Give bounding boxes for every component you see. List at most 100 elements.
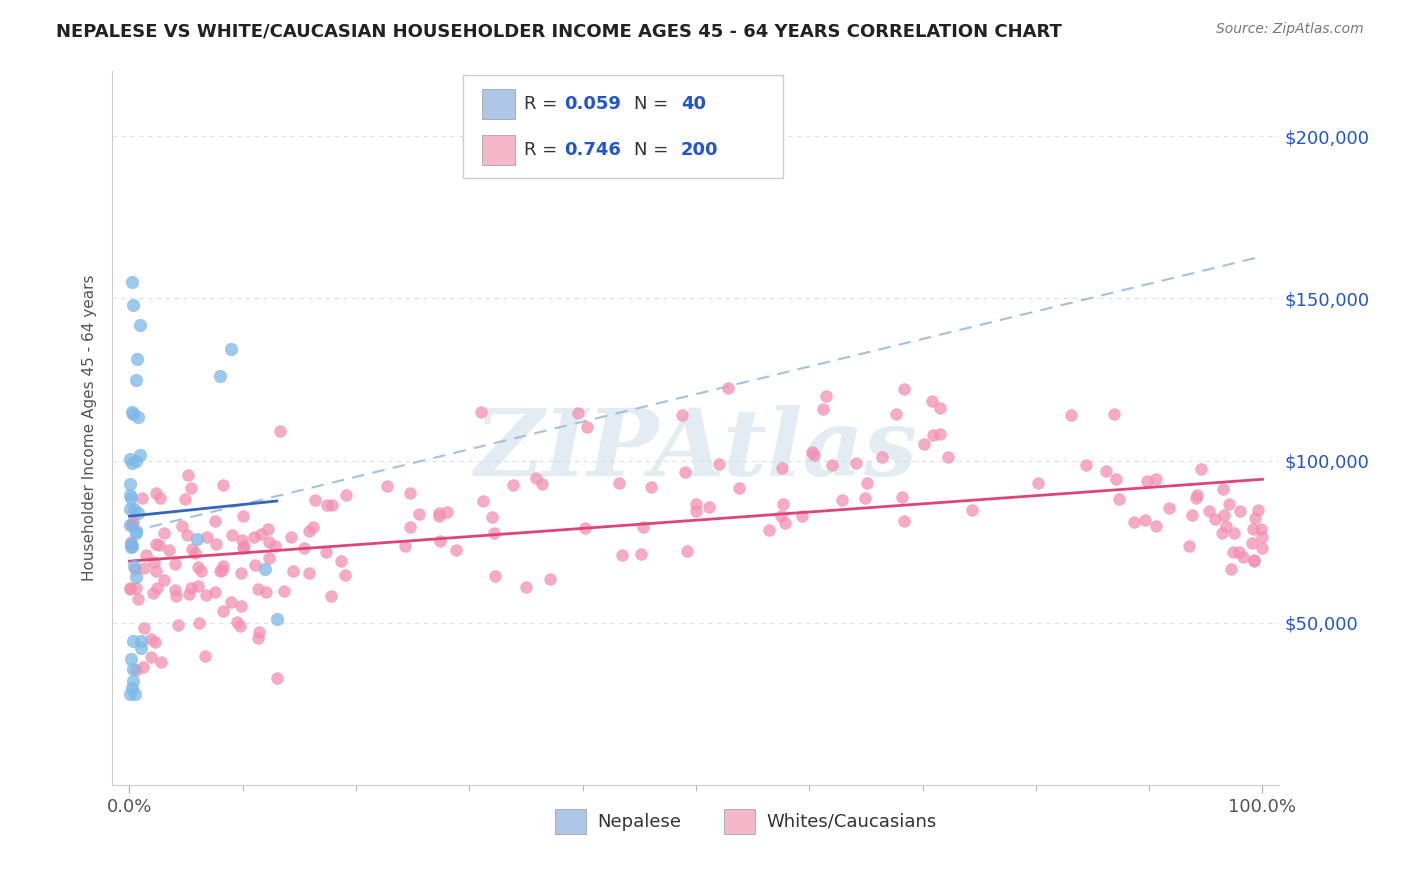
- Point: [124, 562, 146, 576]
- Point: [607, 475, 630, 490]
- Point: [127, 409, 149, 424]
- Point: [1028, 476, 1050, 491]
- Point: [640, 480, 662, 494]
- Point: [1102, 408, 1125, 422]
- Point: [121, 298, 143, 312]
- Point: [146, 582, 169, 596]
- Point: [145, 564, 167, 578]
- Point: [163, 582, 186, 597]
- Point: [121, 517, 143, 532]
- Point: [232, 509, 254, 524]
- Point: [229, 599, 252, 613]
- Point: [257, 535, 280, 549]
- Point: [122, 559, 145, 574]
- Point: [121, 407, 143, 421]
- Point: [429, 533, 451, 548]
- Point: [1232, 549, 1254, 564]
- Text: R =: R =: [524, 95, 564, 113]
- Text: 200: 200: [681, 141, 718, 159]
- Point: [813, 402, 835, 417]
- Point: [221, 342, 243, 356]
- Point: [375, 479, 398, 493]
- Point: [673, 465, 696, 479]
- Point: [195, 530, 218, 544]
- Point: [1247, 503, 1270, 517]
- Text: R =: R =: [524, 141, 564, 159]
- Point: [129, 448, 152, 462]
- Point: [1185, 491, 1208, 505]
- Text: 40: 40: [681, 95, 706, 113]
- Point: [247, 582, 270, 596]
- Point: [567, 406, 589, 420]
- Point: [330, 554, 353, 568]
- Point: [1177, 539, 1199, 553]
- Point: [127, 352, 149, 367]
- Point: [177, 467, 200, 482]
- Point: [630, 547, 652, 561]
- Point: [304, 493, 326, 508]
- Point: [631, 520, 654, 534]
- Point: [194, 648, 217, 663]
- Point: [273, 583, 295, 598]
- Point: [292, 541, 315, 556]
- Point: [773, 516, 796, 530]
- Point: [1122, 515, 1144, 529]
- Point: [524, 471, 547, 485]
- Point: [180, 581, 202, 595]
- Point: [1240, 536, 1263, 550]
- Point: [186, 532, 208, 546]
- Point: [1222, 544, 1244, 558]
- Point: [170, 519, 193, 533]
- Point: [1243, 553, 1265, 567]
- Point: [1218, 497, 1240, 511]
- Point: [394, 539, 416, 553]
- Point: [139, 649, 162, 664]
- Point: [209, 369, 232, 384]
- Point: [118, 582, 141, 596]
- Point: [173, 492, 195, 507]
- Point: [717, 381, 740, 395]
- Point: [502, 478, 524, 492]
- Point: [676, 543, 699, 558]
- Point: [125, 663, 148, 677]
- Text: 0.059: 0.059: [564, 95, 621, 113]
- Point: [770, 461, 793, 475]
- Point: [205, 537, 228, 551]
- Point: [1095, 464, 1118, 478]
- Point: [204, 514, 226, 528]
- Point: [121, 275, 143, 289]
- Point: [229, 619, 252, 633]
- Point: [165, 589, 187, 603]
- Point: [204, 585, 226, 599]
- Point: [855, 491, 877, 505]
- Point: [125, 524, 148, 539]
- Point: [211, 477, 233, 491]
- Point: [167, 617, 190, 632]
- Text: 0.746: 0.746: [564, 141, 621, 159]
- Text: Nepalese: Nepalese: [598, 813, 682, 830]
- Point: [132, 621, 155, 635]
- Point: [814, 389, 837, 403]
- Point: [269, 424, 291, 438]
- Point: [484, 569, 506, 583]
- FancyBboxPatch shape: [463, 75, 783, 178]
- Point: [254, 562, 277, 576]
- Point: [335, 568, 357, 582]
- Y-axis label: Householder Income Ages 45 - 64 years: Householder Income Ages 45 - 64 years: [82, 275, 97, 582]
- Point: [938, 450, 960, 464]
- Point: [1157, 500, 1180, 515]
- Point: [225, 615, 247, 629]
- Point: [472, 494, 495, 508]
- Point: [120, 535, 142, 549]
- Point: [685, 504, 707, 518]
- Point: [1250, 530, 1272, 544]
- Point: [893, 514, 915, 528]
- Point: [157, 543, 180, 558]
- Point: [233, 540, 256, 554]
- Point: [132, 660, 155, 674]
- Point: [1250, 541, 1272, 555]
- Point: [1105, 472, 1128, 486]
- Point: [121, 405, 143, 419]
- Point: [121, 456, 143, 470]
- Point: [124, 687, 146, 701]
